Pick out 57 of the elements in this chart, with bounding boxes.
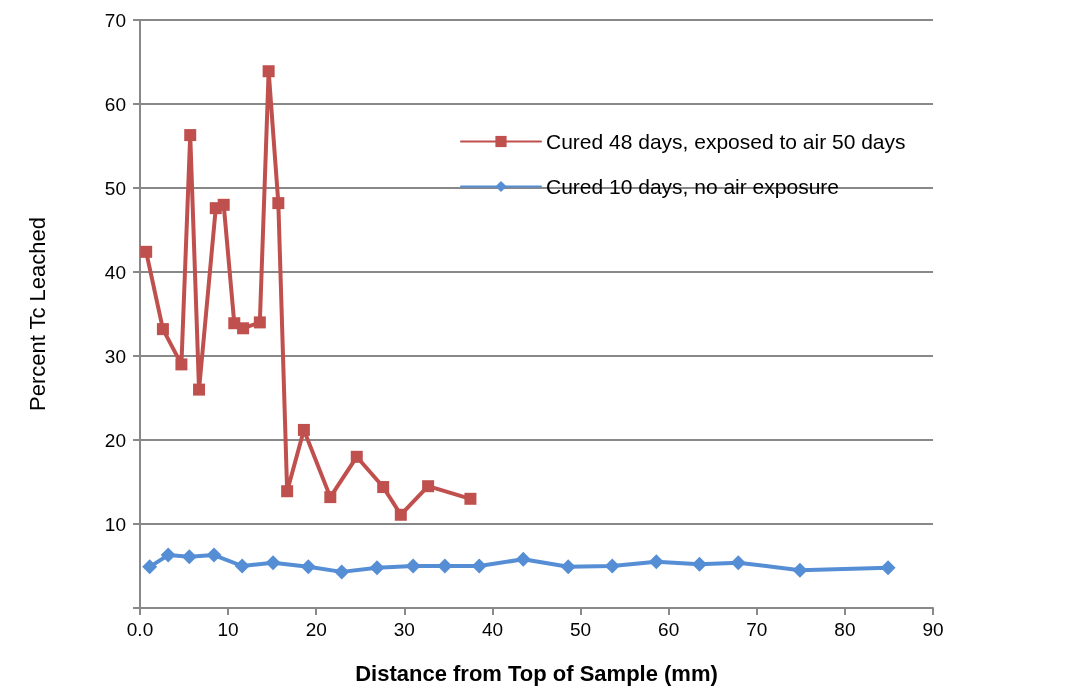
x-tick-label: 80 bbox=[834, 619, 856, 640]
y-axis-title: Percent Tc Leached bbox=[24, 216, 50, 412]
y-tick-label: 40 bbox=[104, 261, 126, 283]
point bbox=[437, 558, 453, 574]
point bbox=[142, 559, 158, 575]
point bbox=[181, 549, 197, 565]
point bbox=[369, 560, 385, 576]
point bbox=[648, 554, 664, 570]
point bbox=[334, 564, 350, 580]
point bbox=[206, 547, 222, 563]
y-tick-label: 50 bbox=[104, 177, 126, 199]
point bbox=[730, 555, 746, 571]
x-tick-label: 20 bbox=[305, 619, 327, 640]
point bbox=[281, 485, 294, 498]
point bbox=[297, 423, 310, 436]
point bbox=[272, 197, 285, 210]
x-axis-title: Distance from Top of Sample (mm) bbox=[355, 660, 718, 686]
x-tick-label: 30 bbox=[393, 619, 415, 640]
legend-label: Cured 10 days, no air exposure bbox=[546, 175, 840, 198]
point bbox=[422, 480, 435, 493]
x-tick-label: 40 bbox=[481, 619, 504, 640]
point bbox=[792, 562, 808, 578]
x-tick-label: 10 bbox=[217, 619, 239, 640]
y-tick-label: 30 bbox=[104, 345, 126, 367]
point bbox=[253, 316, 266, 329]
point bbox=[405, 558, 421, 574]
y-tick-label: 70 bbox=[104, 9, 126, 31]
point bbox=[324, 491, 337, 504]
point bbox=[140, 245, 153, 258]
x-tick-label: 70 bbox=[746, 619, 768, 640]
point bbox=[265, 555, 281, 571]
x-tick-label: 0.0 bbox=[126, 619, 154, 640]
point bbox=[880, 560, 896, 576]
point bbox=[184, 129, 197, 142]
point bbox=[560, 559, 576, 575]
point bbox=[377, 481, 390, 494]
point bbox=[175, 358, 188, 371]
point bbox=[515, 551, 531, 567]
legend-label: Cured 48 days, exposed to air 50 days bbox=[546, 130, 906, 153]
point bbox=[237, 322, 250, 335]
x-tick-label: 60 bbox=[658, 619, 680, 640]
y-tick-label: 10 bbox=[104, 513, 126, 535]
point bbox=[464, 492, 477, 505]
point bbox=[262, 65, 275, 78]
point bbox=[604, 558, 620, 574]
point bbox=[350, 450, 363, 463]
point bbox=[156, 323, 169, 336]
x-tick-label: 90 bbox=[922, 619, 944, 640]
point bbox=[300, 559, 316, 575]
point bbox=[217, 198, 230, 211]
y-tick-label: 20 bbox=[104, 429, 126, 451]
point bbox=[394, 508, 407, 521]
point bbox=[160, 547, 176, 563]
point bbox=[234, 558, 250, 574]
point bbox=[193, 383, 206, 396]
y-tick-label: 60 bbox=[104, 93, 126, 115]
x-tick-label: 50 bbox=[569, 619, 592, 640]
